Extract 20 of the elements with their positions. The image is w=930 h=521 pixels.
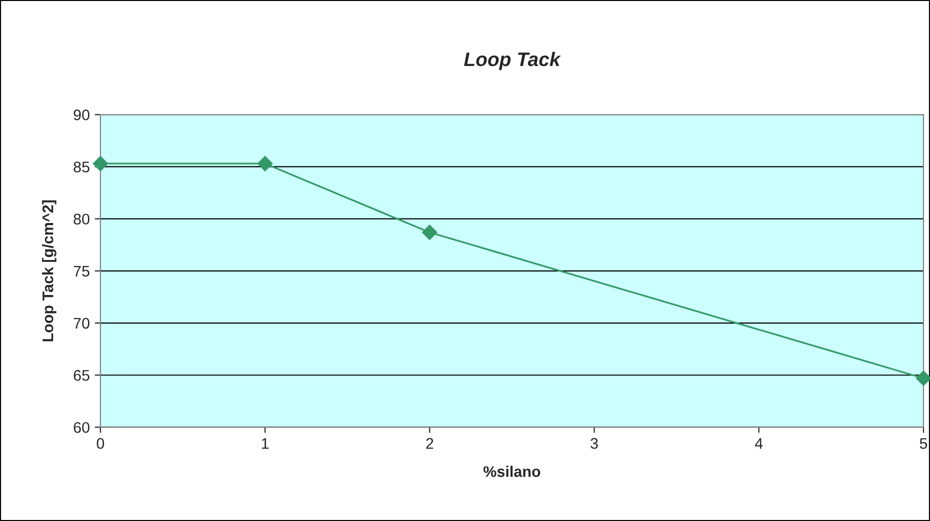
y-tick-label: 75	[74, 266, 90, 277]
y-tick-label: 80	[74, 214, 90, 225]
x-tick-label: 3	[590, 438, 598, 449]
y-tick-label: 70	[74, 318, 90, 329]
y-tick-label: 85	[74, 162, 90, 172]
point	[422, 224, 438, 240]
point	[916, 370, 930, 386]
x-tick-label: 1	[262, 438, 269, 449]
point	[92, 156, 108, 172]
y-tick-label: 90	[74, 109, 90, 120]
y-tick-label: 65	[74, 370, 90, 381]
point	[257, 156, 273, 172]
x-tick-label: 4	[754, 438, 763, 449]
y-tick-label: 60	[74, 422, 90, 433]
x-axis-title: %silano	[483, 466, 540, 477]
y-axis-title: Loop Tack [g/cm^2]	[42, 200, 56, 342]
x-tick-label: 0	[96, 438, 104, 449]
chart-title: Loop Tack	[464, 52, 562, 70]
x-tick-label: 5	[920, 438, 928, 449]
x-tick-label: 2	[426, 438, 434, 449]
